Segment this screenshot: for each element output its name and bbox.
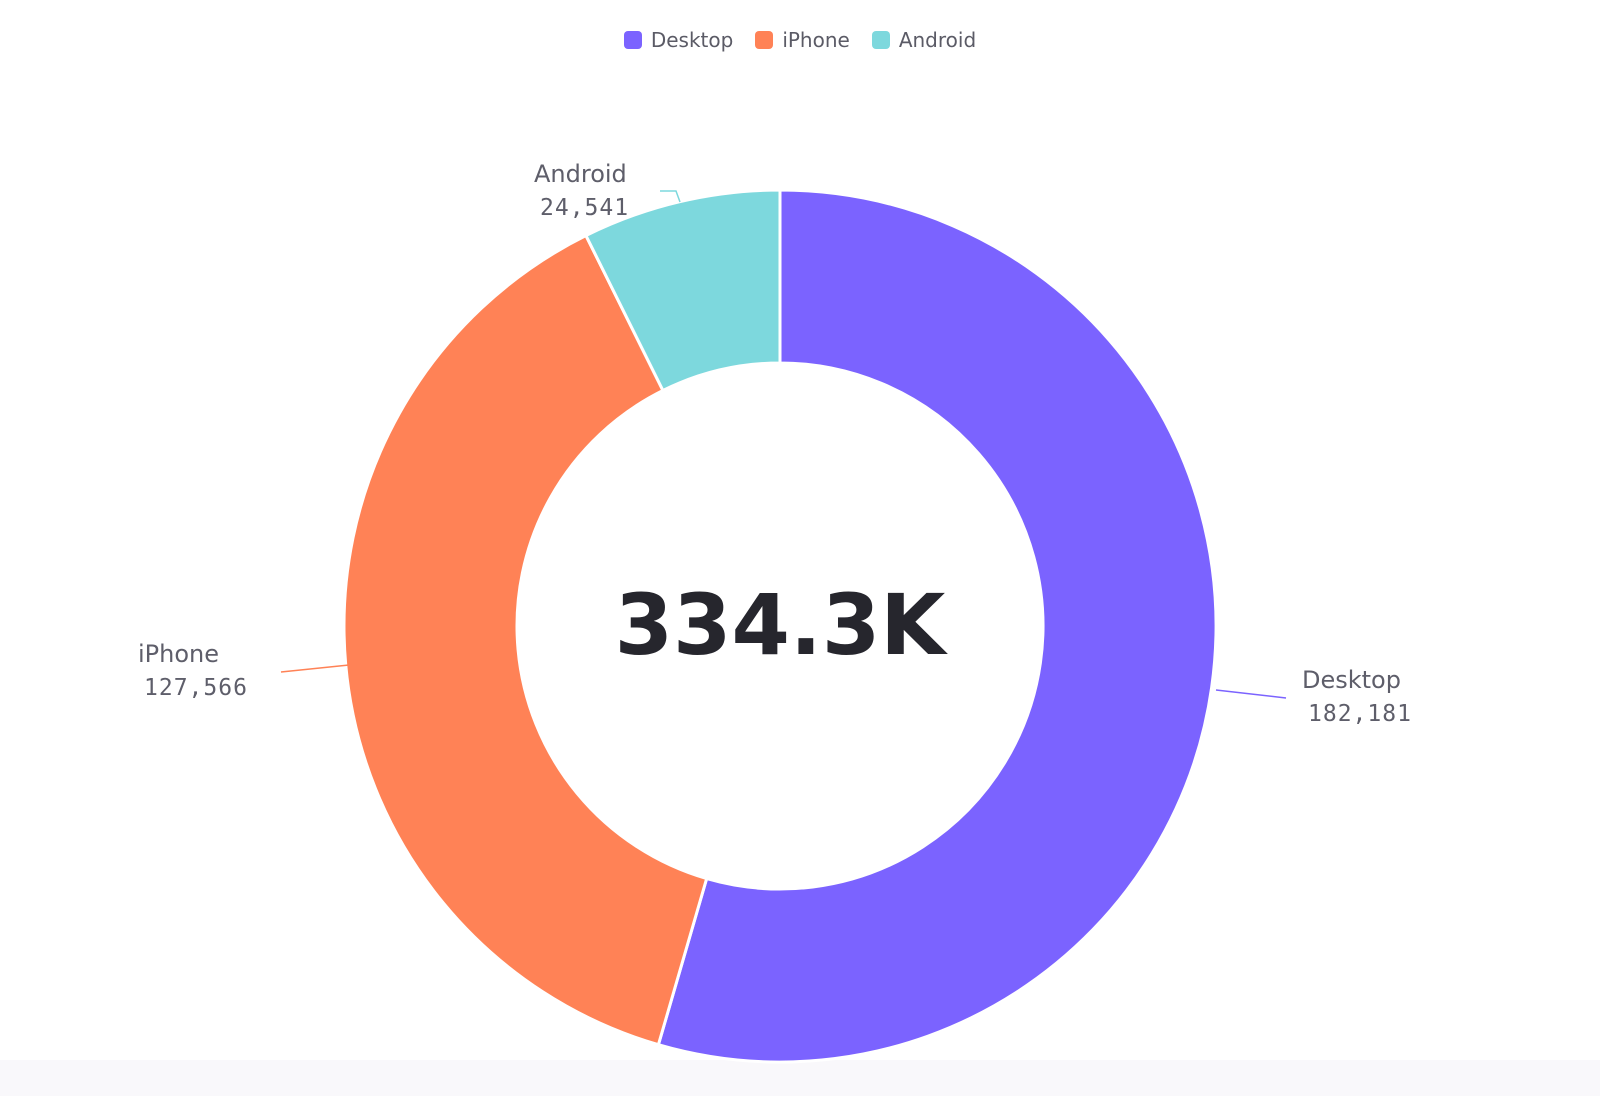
donut-slice-android[interactable] [583,188,782,393]
bottom-strip [0,1060,1600,1096]
legend-item-iphone[interactable]: iPhone [755,28,850,52]
legend-swatch-android [871,31,890,49]
leader-line-android [660,190,681,203]
donut-center-total: 334.3K [615,576,949,674]
chart-legend: Desktop iPhone Android [0,28,1600,52]
slice-value-desktop: 182,181 [1308,701,1412,727]
donut-slice-iphone[interactable] [342,233,709,1047]
slice-label-iphone: iPhone [138,640,219,668]
slice-label-android: Android [534,160,627,188]
slice-value-android: 24,541 [540,195,629,221]
leader-line-desktop [1215,689,1287,699]
donut-slice-desktop[interactable] [656,188,1218,1064]
legend-item-android[interactable]: Android [871,28,977,52]
legend-swatch-desktop [623,31,642,49]
legend-label-android: Android [898,28,977,52]
leader-line-iphone [280,664,350,673]
legend-swatch-iphone [755,31,774,49]
legend-label-iphone: iPhone [782,28,850,52]
legend-label-desktop: Desktop [650,28,734,52]
legend-item-desktop[interactable]: Desktop [623,28,734,52]
slice-value-iphone: 127,566 [144,675,248,701]
slice-label-desktop: Desktop [1302,666,1401,694]
